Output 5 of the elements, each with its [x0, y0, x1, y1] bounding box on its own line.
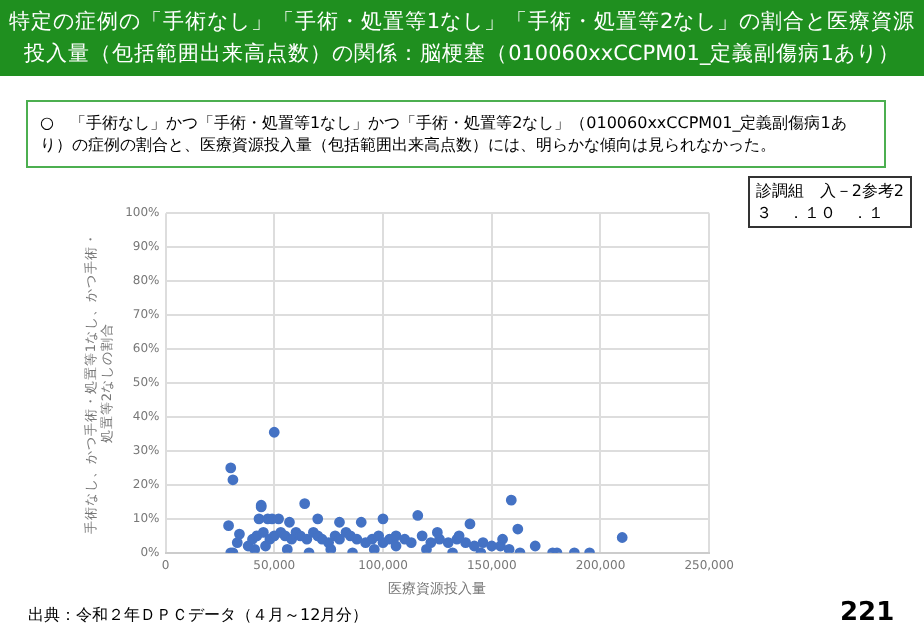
text: 221 — [840, 598, 895, 628]
chart-title: 特定の症例の「手術なし」「手術・処置等1なし」「手術・処置等2なし」の割合と医療資源投入量（包括範囲出来高点数）の関係：脳梗塞（010060xxCCPM01_定義副傷病1あり） — [0, 0, 924, 76]
text: 診調組 入－2参考2 ３ ．１０ ．１ — [747, 176, 912, 228]
chart-subtitle: ○ 「手術なし」かつ「手術・処置等1なし」かつ「手術・処置等2なし」（010060xxCCPM01_定義副傷病1あり）の症例の割合と、医療資源投入量（包括範囲出来高点数）には、明らかな傾向は見られなかった。 — [26, 100, 886, 168]
source-note: 出典：令和２年ＤＰＣデータ（４月～12月分） — [28, 604, 369, 626]
